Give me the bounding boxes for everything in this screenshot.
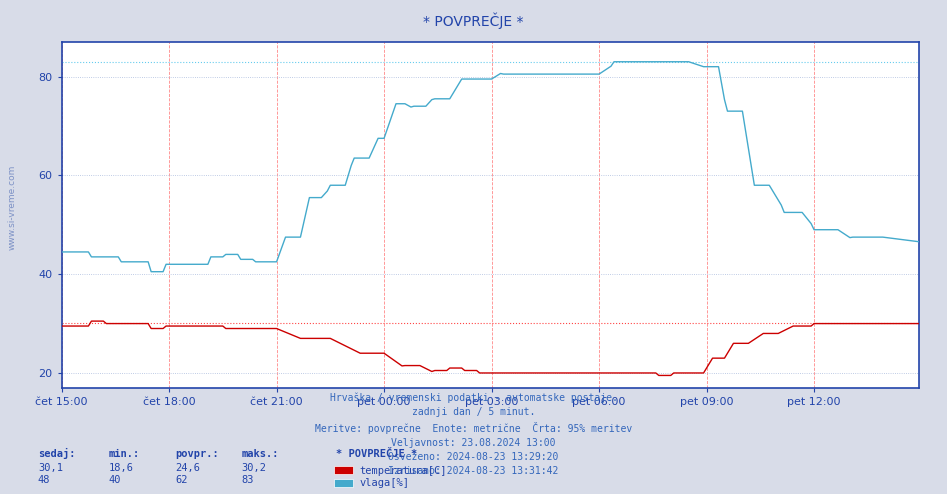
Text: temperatura[C]: temperatura[C] bbox=[360, 466, 447, 476]
Text: Hrvaška / vremenski podatki - avtomatske postaje.
zadnji dan / 5 minut.
Meritve:: Hrvaška / vremenski podatki - avtomatske… bbox=[314, 393, 633, 476]
Text: vlaga[%]: vlaga[%] bbox=[360, 478, 410, 488]
Text: 30,1: 30,1 bbox=[38, 463, 63, 473]
Text: min.:: min.: bbox=[109, 449, 140, 459]
Text: maks.:: maks.: bbox=[241, 449, 279, 459]
Text: 24,6: 24,6 bbox=[175, 463, 200, 473]
Text: www.si-vreme.com: www.si-vreme.com bbox=[8, 165, 17, 250]
Text: * POVPREČJE *: * POVPREČJE * bbox=[423, 12, 524, 29]
Text: 48: 48 bbox=[38, 475, 50, 485]
Text: 62: 62 bbox=[175, 475, 188, 485]
Text: sedaj:: sedaj: bbox=[38, 448, 76, 459]
Text: 30,2: 30,2 bbox=[241, 463, 266, 473]
Text: 83: 83 bbox=[241, 475, 254, 485]
Text: * POVPREČJE *: * POVPREČJE * bbox=[336, 449, 418, 459]
Text: 40: 40 bbox=[109, 475, 121, 485]
Text: povpr.:: povpr.: bbox=[175, 449, 219, 459]
Text: 18,6: 18,6 bbox=[109, 463, 134, 473]
